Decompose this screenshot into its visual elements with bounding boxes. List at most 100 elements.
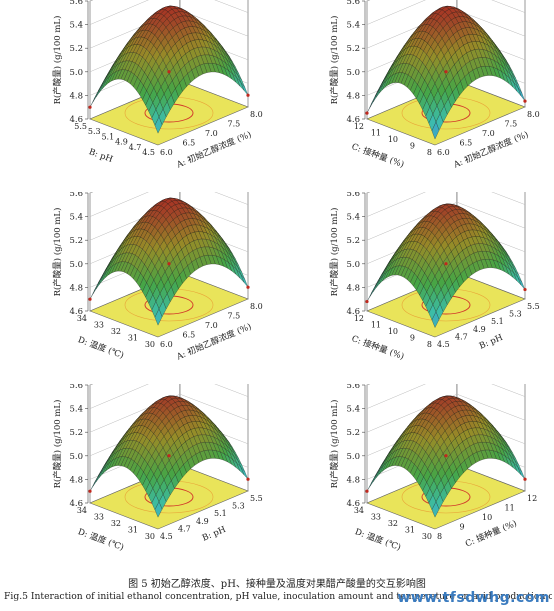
- design-point: [246, 285, 250, 289]
- x-tick-label: 4.5: [160, 532, 173, 541]
- design-point: [88, 297, 92, 301]
- x-tick-label: 5.1: [214, 509, 227, 518]
- surface-svg-3: 4.6 4.8 5.0 5.2 5.4 5.6 R(产酸量) (g/100 mL) 6.0 6.…: [52, 192, 263, 363]
- design-point: [444, 454, 448, 458]
- y-tick-label: 32: [388, 519, 398, 528]
- z-axis-label: R(产酸量) (g/100 mL): [329, 400, 340, 489]
- z-tick-label: 5.0: [346, 452, 360, 462]
- surface-plot-1: 4.6 4.8 5.0 5.2 5.4 5.6 R(产酸量) (g/100 mL) 6.0 6.…: [0, 0, 277, 192]
- y-tick-label: 30: [422, 532, 432, 541]
- y-tick-label: 5.3: [88, 127, 101, 136]
- y-tick-label: 31: [128, 334, 138, 343]
- z-tick-label: 5.0: [346, 68, 360, 78]
- x-tick-label: 5.3: [509, 310, 522, 319]
- y-tick-label: 5.1: [101, 132, 114, 141]
- response-surface: [366, 5, 526, 140]
- y-tick-label: 33: [94, 513, 104, 522]
- x-tick-label: 12: [527, 494, 537, 503]
- y-axis-label: C: 接种量 (%): [350, 141, 405, 170]
- design-point: [444, 70, 448, 74]
- design-point: [167, 454, 171, 458]
- y-tick-label: 8: [427, 148, 432, 157]
- z-tick-label: 5.4: [346, 21, 360, 31]
- figure-grid: 4.6 4.8 5.0 5.2 5.4 5.6 R(产酸量) (g/100 mL) 6.0 6.…: [0, 0, 554, 576]
- z-tick-label: 4.6: [69, 499, 83, 509]
- z-tick-label: 4.8: [346, 91, 360, 101]
- y-tick-label: 4.7: [129, 143, 142, 152]
- z-tick-label: 5.4: [69, 213, 83, 223]
- surface-plot-5: 4.6 4.8 5.0 5.2 5.4 5.6 R(产酸量) (g/100 mL) 4.5 4.…: [0, 384, 277, 576]
- y-tick-label: 10: [388, 135, 398, 144]
- surface-plot-4: 4.6 4.8 5.0 5.2 5.4 5.6 R(产酸量) (g/100 mL) 4.5 4.…: [277, 192, 554, 384]
- surface-svg-2: 4.6 4.8 5.0 5.2 5.4 5.6 R(产酸量) (g/100 mL) 6.0 6.…: [329, 0, 540, 171]
- y-axis-label: C: 接种量 (%): [350, 333, 405, 362]
- y-tick-label: 34: [77, 314, 87, 323]
- caption-chinese: 图 5 初始乙醇浓度、pH、接种量及温度对果醋产酸量的交互影响图: [128, 579, 426, 590]
- x-tick-label: 7.5: [228, 120, 241, 129]
- z-tick-label: 4.6: [69, 307, 83, 317]
- z-tick-label: 5.6: [346, 0, 360, 7]
- z-tick-label: 5.4: [69, 21, 83, 31]
- y-tick-label: 4.9: [115, 138, 128, 147]
- y-tick-label: 34: [354, 506, 364, 515]
- y-tick-label: 30: [145, 532, 155, 541]
- z-axis-label: R(产酸量) (g/100 mL): [52, 208, 63, 297]
- design-point: [246, 477, 250, 481]
- y-tick-label: 10: [388, 327, 398, 336]
- x-tick-label: 5.5: [527, 302, 540, 311]
- z-tick-label: 5.6: [69, 192, 83, 199]
- response-surface: [89, 5, 249, 134]
- x-tick-label: 6.5: [460, 139, 473, 148]
- y-axis-label: D: 温度 (℃): [353, 526, 402, 553]
- z-tick-label: 4.8: [69, 91, 83, 101]
- x-tick-label: 4.7: [455, 332, 468, 341]
- y-tick-label: 9: [410, 142, 415, 151]
- x-tick-label: 10: [482, 513, 492, 522]
- z-tick-label: 5.2: [346, 428, 360, 438]
- x-tick-label: 7.5: [228, 312, 241, 321]
- x-tick-label: 4.9: [196, 517, 209, 526]
- x-tick-label: 4.7: [178, 524, 191, 533]
- design-point: [444, 262, 448, 266]
- z-tick-label: 5.4: [346, 213, 360, 223]
- z-tick-label: 5.2: [69, 44, 83, 54]
- z-tick-label: 5.0: [346, 260, 360, 270]
- y-tick-label: 33: [371, 513, 381, 522]
- design-point: [88, 105, 92, 109]
- design-point: [167, 70, 171, 74]
- x-tick-label: 8.0: [250, 110, 263, 119]
- z-tick-label: 5.2: [69, 428, 83, 438]
- x-axis-label: C: 接种量 (%): [464, 518, 519, 550]
- z-tick-label: 5.2: [346, 44, 360, 54]
- x-tick-label: 5.5: [250, 494, 263, 503]
- surface-svg-5: 4.6 4.8 5.0 5.2 5.4 5.6 R(产酸量) (g/100 mL) 4.5 4.…: [52, 384, 263, 553]
- x-tick-label: 9: [460, 523, 465, 532]
- z-tick-label: 5.6: [69, 384, 83, 391]
- y-tick-label: 32: [111, 519, 121, 528]
- y-tick-label: 12: [354, 122, 364, 131]
- x-tick-label: 6.0: [160, 340, 173, 349]
- x-tick-label: 5.1: [491, 317, 504, 326]
- x-tick-label: 5.3: [232, 502, 245, 511]
- z-axis-label: R(产酸量) (g/100 mL): [52, 16, 63, 105]
- y-axis-label: D: 温度 (℃): [76, 334, 125, 361]
- x-axis-label: B: pH: [478, 333, 505, 352]
- design-point: [365, 299, 369, 304]
- x-axis-label: B: pH: [201, 525, 228, 544]
- x-tick-label: 8.0: [527, 110, 540, 119]
- surface-svg-1: 4.6 4.8 5.0 5.2 5.4 5.6 R(产酸量) (g/100 mL) 6.0 6.…: [52, 0, 263, 171]
- y-tick-label: 4.5: [142, 148, 155, 157]
- y-tick-label: 34: [77, 506, 87, 515]
- design-point: [365, 489, 369, 493]
- y-tick-label: 31: [128, 526, 138, 535]
- z-tick-label: 5.4: [69, 405, 83, 415]
- response-surface: [89, 197, 249, 326]
- design-point: [88, 489, 92, 493]
- x-tick-label: 6.0: [160, 148, 173, 157]
- caption-english: Fig.5 Interaction of initial ethanol con…: [4, 591, 552, 602]
- surface-plot-2: 4.6 4.8 5.0 5.2 5.4 5.6 R(产酸量) (g/100 mL) 6.0 6.…: [277, 0, 554, 192]
- design-point: [167, 262, 171, 266]
- z-tick-label: 5.2: [346, 236, 360, 246]
- z-tick-label: 5.0: [69, 260, 83, 270]
- z-tick-label: 4.8: [346, 283, 360, 293]
